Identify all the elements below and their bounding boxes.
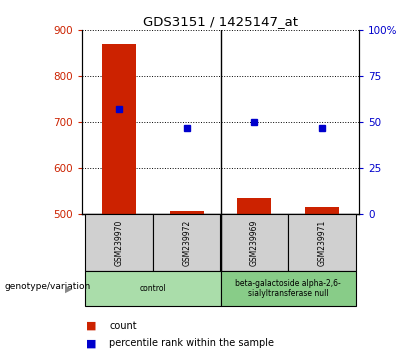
Title: GDS3151 / 1425147_at: GDS3151 / 1425147_at bbox=[143, 15, 298, 28]
Bar bbox=[220, 271, 356, 306]
Bar bbox=[288, 214, 356, 271]
Bar bbox=[85, 271, 220, 306]
Bar bbox=[237, 198, 271, 214]
Text: ■: ■ bbox=[86, 321, 97, 331]
Text: count: count bbox=[109, 321, 137, 331]
Bar bbox=[305, 207, 339, 214]
Bar bbox=[170, 211, 204, 214]
Text: GSM239972: GSM239972 bbox=[182, 219, 191, 266]
Text: GSM239969: GSM239969 bbox=[250, 219, 259, 266]
Text: GSM239971: GSM239971 bbox=[318, 219, 326, 266]
Text: control: control bbox=[139, 284, 166, 293]
Bar bbox=[102, 44, 136, 214]
Text: beta-galactoside alpha-2,6-
sialyltransferase null: beta-galactoside alpha-2,6- sialyltransf… bbox=[235, 279, 341, 298]
Text: ▶: ▶ bbox=[65, 284, 73, 293]
Text: GSM239970: GSM239970 bbox=[115, 219, 123, 266]
Text: ■: ■ bbox=[86, 338, 97, 348]
Text: genotype/variation: genotype/variation bbox=[4, 282, 90, 291]
Bar bbox=[153, 214, 220, 271]
Bar bbox=[85, 214, 153, 271]
Bar bbox=[220, 214, 288, 271]
Text: percentile rank within the sample: percentile rank within the sample bbox=[109, 338, 274, 348]
